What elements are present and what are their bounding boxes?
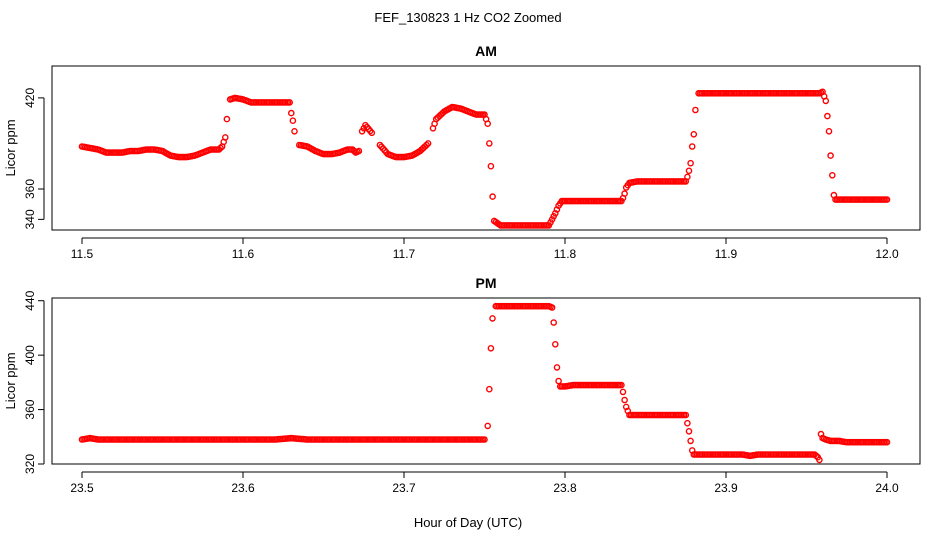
pm-x-tick-label: 23.9 [714, 481, 738, 495]
am-data-point [291, 127, 298, 135]
pm-data-point [552, 340, 559, 348]
pm-y-tick-label: 400 [23, 345, 37, 365]
am-data-point [223, 115, 231, 123]
am-data-point [824, 112, 831, 120]
pm-x-tick-label: 23.5 [70, 481, 94, 495]
pm-y-tick-label: 440 [23, 290, 37, 310]
pm-data-point [555, 377, 562, 385]
am-data-point [685, 167, 693, 175]
am-x-tick-label: 12.0 [875, 247, 899, 261]
pm-data-point [485, 385, 493, 393]
pm-data-point [883, 438, 891, 446]
pm-x-tick-label: 23.6 [231, 481, 255, 495]
am-y-tick-label: 340 [23, 209, 37, 229]
pm-data-point [487, 344, 495, 352]
am-data-point [287, 109, 295, 117]
am-data-point [424, 140, 432, 147]
am-y-tick-label: 360 [23, 179, 37, 199]
am-data-point [825, 127, 833, 135]
am-data-point [688, 143, 696, 150]
am-panel-title: AM [475, 43, 497, 59]
pm-data-point [812, 452, 820, 460]
am-data-point [687, 159, 694, 167]
am-data-point [489, 193, 496, 200]
am-data-point [368, 129, 376, 137]
pm-data-point [687, 437, 694, 445]
pm-data-point [484, 422, 492, 430]
am-data-point [827, 152, 834, 159]
pm-y-axis-label: Licor ppm [3, 352, 18, 409]
pm-data-point [619, 388, 627, 396]
am-data-point [221, 134, 229, 141]
am-x-tick-label: 11.6 [232, 247, 255, 261]
am-data-point [423, 141, 430, 149]
am-data-point [484, 120, 492, 127]
am-data-point [217, 144, 224, 152]
am-data-point [690, 130, 698, 138]
pm-data-point [489, 315, 496, 322]
am-data-point [487, 162, 495, 170]
x-axis-label: Hour of Day (UTC) [414, 515, 522, 530]
pm-panel: PM Licor ppm 23.5 23.6 23.7 23.8 23.9 24.0 320… [3, 275, 921, 495]
am-y-axis-label: Licor ppm [3, 119, 18, 176]
am-x-tick-label: 11.5 [71, 247, 94, 261]
pm-x-tick-label: 23.7 [392, 481, 416, 495]
pm-y-tick-label: 320 [23, 454, 37, 474]
pm-panel-title: PM [476, 275, 497, 291]
am-data-point [692, 106, 699, 114]
am-data-point [829, 171, 836, 179]
pm-x-tick-label: 24.0 [875, 481, 899, 495]
pm-data-point [816, 456, 823, 464]
pm-data-point [682, 411, 690, 419]
am-y-tick-label: 420 [23, 88, 37, 108]
pm-data-point [621, 396, 628, 404]
pm-plot-frame [51, 297, 921, 465]
pm-data-point [685, 427, 693, 435]
am-panel: AM Licor ppm 11.5 11.6 11.7 11.8 11.9 12.0 340… [3, 43, 921, 261]
am-data-point [822, 97, 830, 105]
am-data-point [286, 99, 294, 106]
am-data-point [883, 196, 891, 203]
pm-data-point [684, 419, 691, 427]
pm-y-tick-label: 360 [23, 399, 37, 419]
am-data-point [552, 209, 559, 217]
am-data-point [621, 190, 628, 197]
am-data-point [485, 140, 493, 147]
pm-data-point [481, 436, 488, 443]
am-plot-frame [51, 65, 921, 231]
am-data-point [355, 147, 363, 155]
am-data-point [289, 117, 297, 124]
am-x-tick-label: 11.7 [393, 247, 416, 261]
am-x-tick-label: 11.9 [715, 247, 738, 261]
pm-data-point [550, 319, 558, 326]
figure-title: FEF_130823 1 Hz CO2 Zoomed [374, 10, 561, 25]
pm-data-point [618, 381, 625, 389]
pm-data-point [553, 364, 561, 371]
am-data-point [684, 173, 691, 181]
pm-x-tick-label: 23.8 [553, 481, 577, 495]
am-x-tick-label: 11.8 [554, 247, 577, 261]
pm-data-point [548, 304, 556, 311]
